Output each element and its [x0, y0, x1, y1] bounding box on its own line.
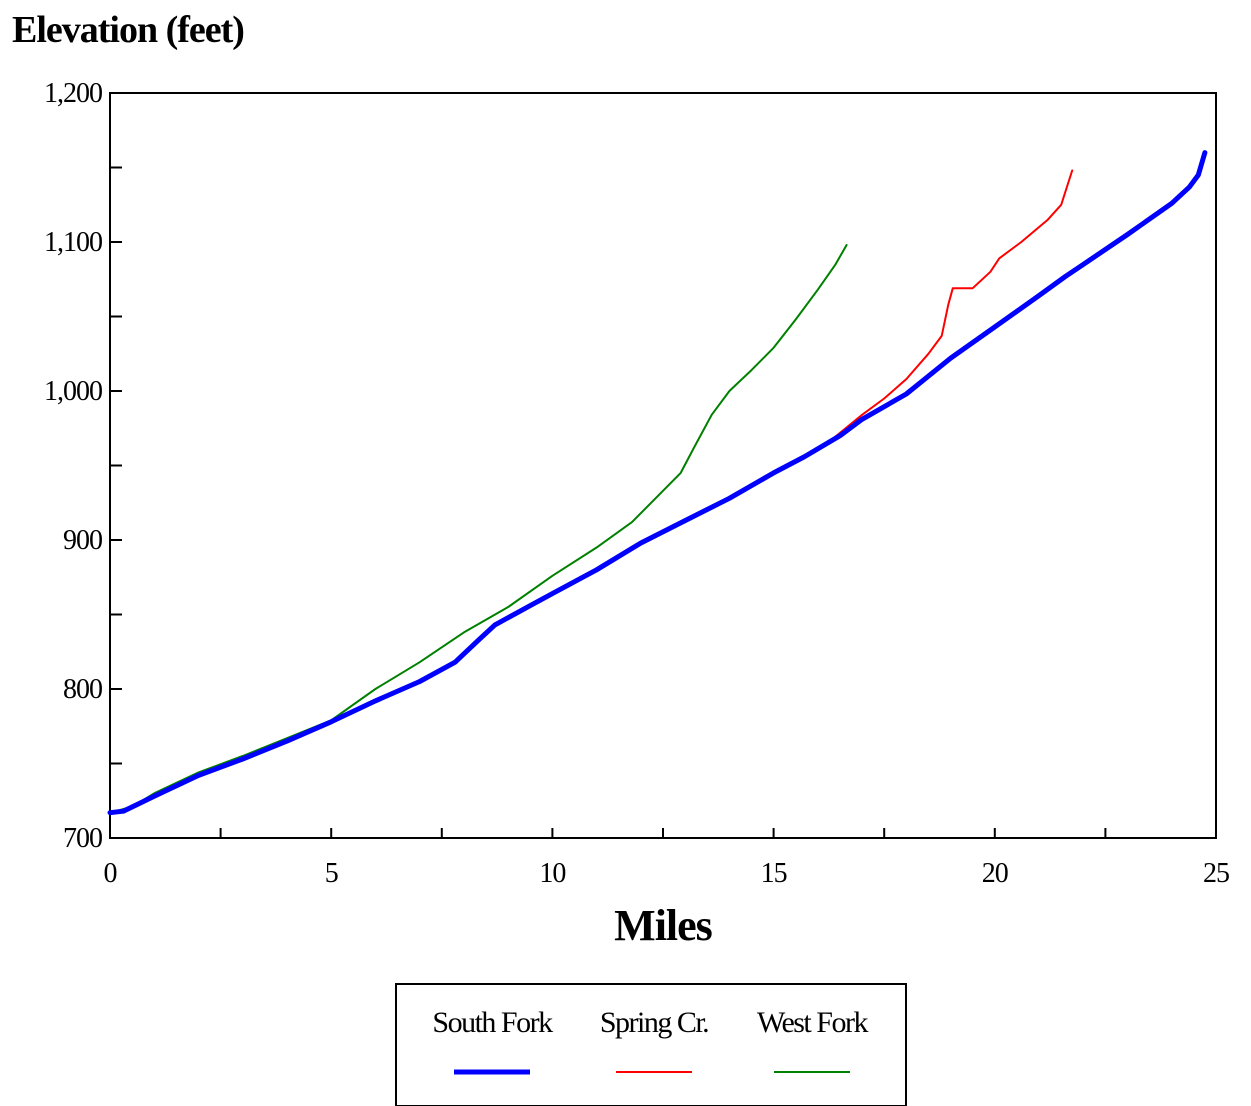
y-tick-label: 900: [63, 525, 102, 556]
legend-label-spring-cr: Spring Cr.: [600, 1006, 708, 1039]
x-tick-label: 10: [539, 858, 565, 889]
y-tick-label: 700: [63, 823, 102, 854]
x-tick-label: 15: [761, 858, 787, 889]
chart-title: Elevation (feet): [12, 9, 244, 51]
y-tick-label: 1,100: [44, 227, 102, 258]
x-tick-label: 20: [982, 858, 1008, 889]
y-tick-label: 1,200: [44, 78, 102, 109]
series-line-west-fork: [109, 244, 848, 814]
plot-area-frame: [109, 92, 1217, 839]
x-tick-label: 25: [1203, 858, 1229, 889]
x-axis-label: Miles: [614, 901, 713, 950]
series-line-spring-cr: [803, 169, 1074, 458]
y-tick-label: 800: [63, 674, 102, 705]
legend-label-west-fork: West Fork: [757, 1006, 868, 1039]
legend-box: [395, 983, 907, 1106]
legend-label-south-fork: South Fork: [432, 1006, 553, 1039]
series-line-south-fork: [107, 150, 1208, 816]
y-axis: 700 800 900 1,000 1,100 1,200: [44, 78, 122, 854]
x-tick-label: 5: [325, 858, 338, 889]
x-axis: 0 5 10 15 20 25: [104, 828, 1230, 889]
y-tick-label: 1,000: [44, 376, 102, 407]
series-lines: [107, 150, 1208, 816]
x-tick-label: 0: [104, 858, 117, 889]
legend: South Fork Spring Cr. West Fork: [395, 983, 907, 1106]
